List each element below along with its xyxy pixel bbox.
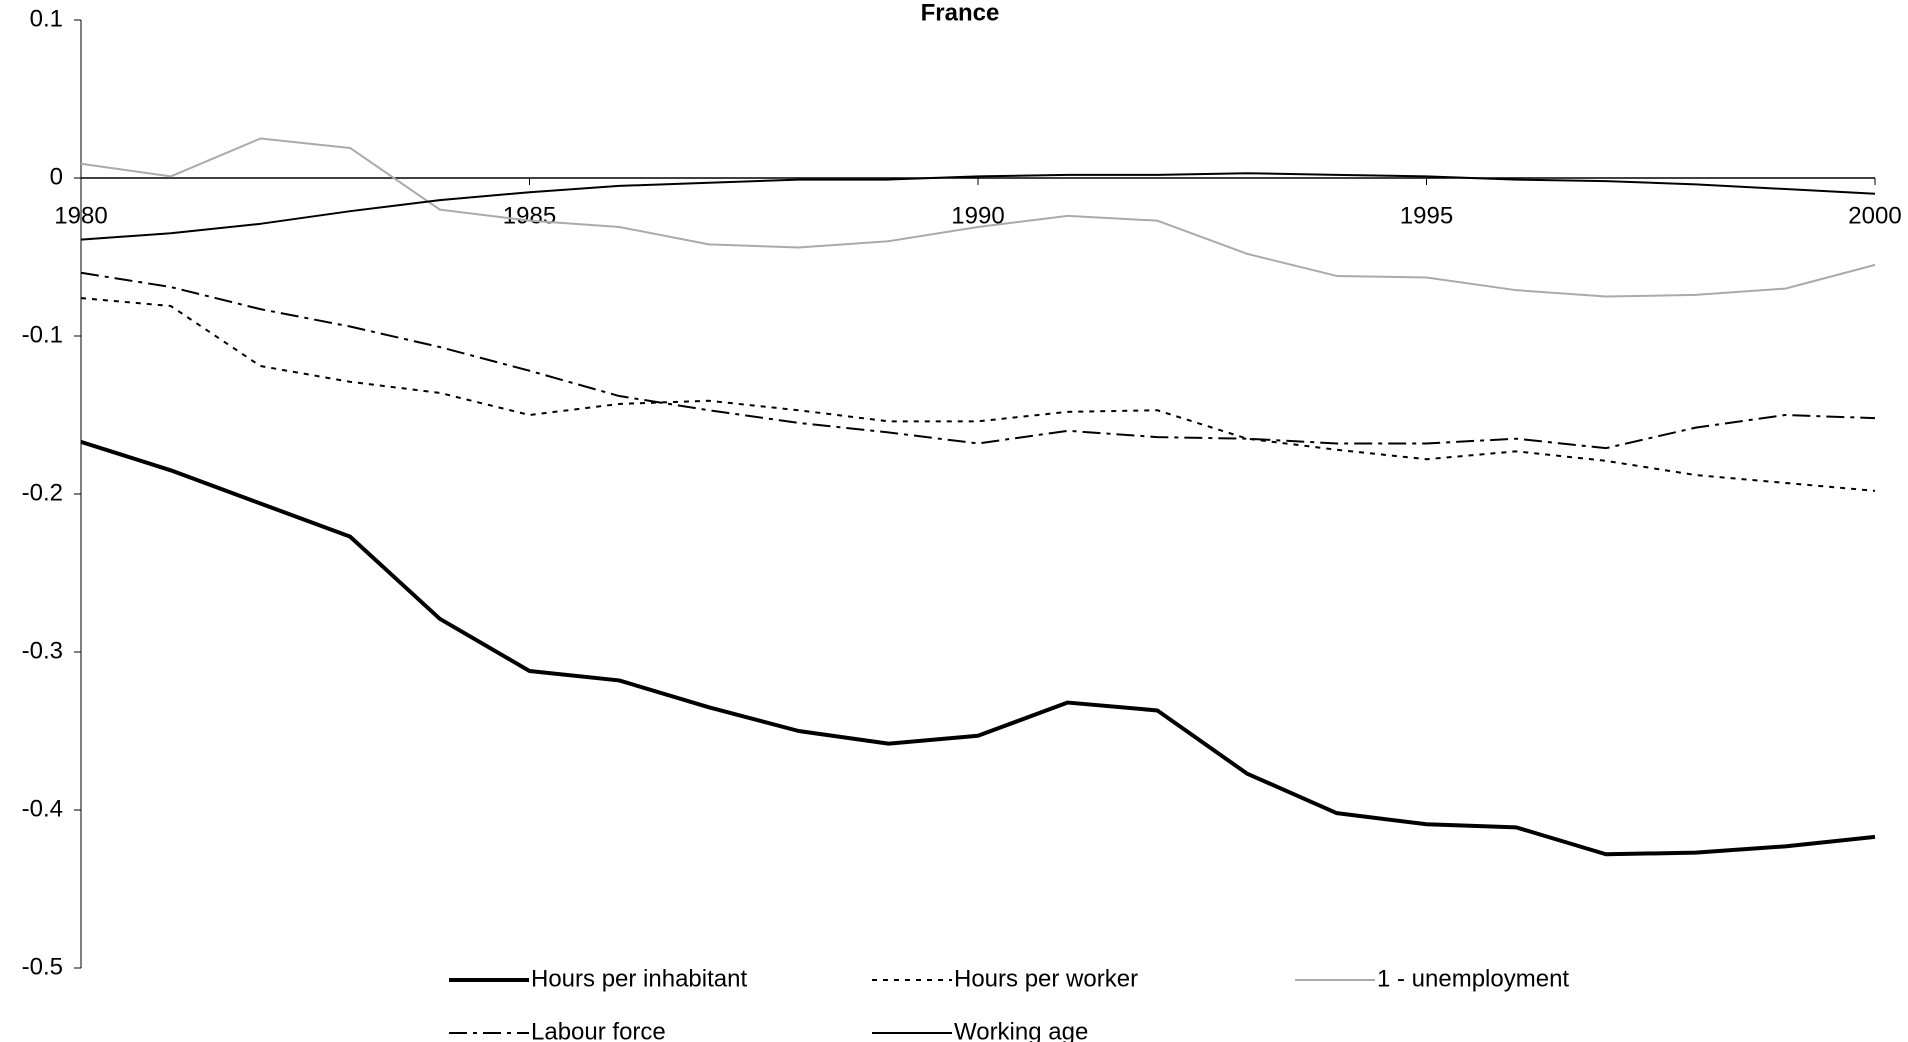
x-tick-label: 1980 (54, 202, 107, 229)
x-tick-label: 1995 (1400, 202, 1453, 229)
y-tick-label: -0.2 (22, 479, 63, 506)
series-line (80, 137, 1876, 298)
y-tick-label: 0.1 (30, 5, 63, 32)
x-tick-label: 1985 (503, 202, 556, 229)
y-tick-label: -0.4 (22, 795, 63, 822)
y-tick-label: 0 (50, 163, 63, 190)
y-tick-label: -0.1 (22, 321, 63, 348)
legend-label: Labour force (531, 1018, 666, 1042)
series-line (80, 439, 1876, 857)
series-line (80, 172, 1876, 241)
chart-title: France (921, 0, 1000, 26)
legend-label: Hours per inhabitant (531, 965, 747, 992)
legend-label: 1 - unemployment (1377, 965, 1569, 992)
legend-label: Working age (954, 1018, 1088, 1042)
legend-label: Hours per worker (954, 965, 1138, 992)
series-line (80, 297, 1876, 492)
y-tick-label: -0.5 (22, 953, 63, 980)
series-line (80, 271, 1876, 450)
x-tick-label: 2000 (1848, 202, 1901, 229)
y-tick-label: -0.3 (22, 637, 63, 664)
